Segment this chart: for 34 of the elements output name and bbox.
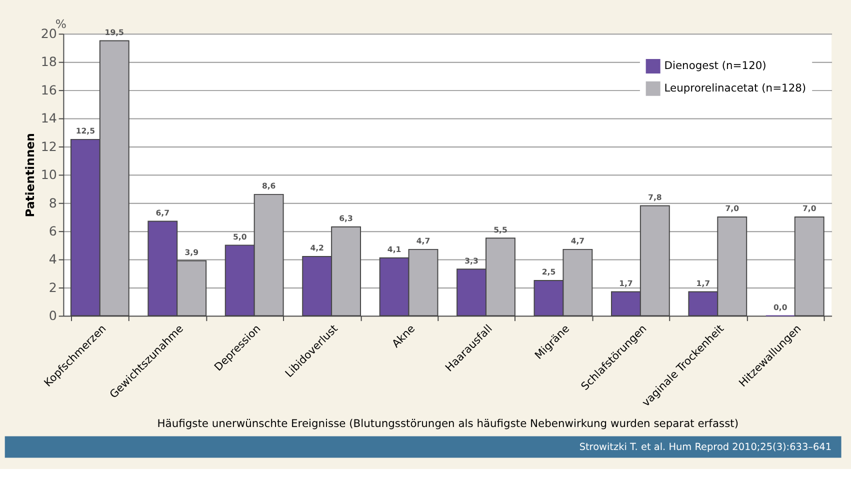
data-label: 2,5 (542, 268, 556, 277)
y-tick-label: 8 (48, 195, 57, 210)
y-tick-label: 0 (48, 308, 57, 324)
y-tick-label: 16 (40, 82, 57, 98)
data-label: 8,6 (262, 182, 276, 191)
y-axis-title: Patientinnen (23, 133, 37, 218)
y-tick-label: 4 (48, 252, 57, 267)
data-label: 12,5 (76, 126, 96, 136)
data-label: 5,0 (232, 232, 248, 242)
data-label: 7,0 (725, 204, 740, 214)
y-tick-label: 6 (48, 223, 57, 238)
y-tick-label: 14 (40, 110, 57, 126)
data-label: 7,8 (648, 192, 662, 202)
data-label: 1,7 (696, 278, 710, 288)
x-axis-title: Häufigste unerwünschte Ereignisse (Blutungsstörungen als häufigste Nebenwirkung wurden separat erfasst) (157, 416, 738, 430)
data-label: 6,7 (156, 208, 170, 218)
data-label: 7,0 (802, 204, 817, 214)
data-label: 1,7 (619, 278, 633, 288)
legend-label: Dienogest (n=120) (664, 59, 766, 72)
y-tick-label: 10 (40, 167, 57, 182)
data-label: 0,0 (774, 302, 788, 312)
data-label: 6,3 (339, 214, 353, 224)
data-label: 4,2 (310, 244, 324, 253)
legend-label: Leuprorelinacetat (n=128) (664, 82, 806, 95)
y-tick-label: 2 (48, 280, 57, 295)
data-label: 4,7 (416, 236, 430, 246)
data-label: 3,9 (184, 248, 198, 257)
data-label: 4,7 (570, 236, 585, 246)
y-tick-label: 18 (40, 54, 57, 70)
data-label: 4,1 (387, 245, 402, 254)
text: Strowitzki T. et al. Hum Reprod 2010;25(3):633–641 (579, 442, 832, 453)
y-tick-label: 12 (40, 138, 57, 154)
text: % (55, 16, 67, 31)
y-tick-label: 20 (40, 26, 57, 42)
